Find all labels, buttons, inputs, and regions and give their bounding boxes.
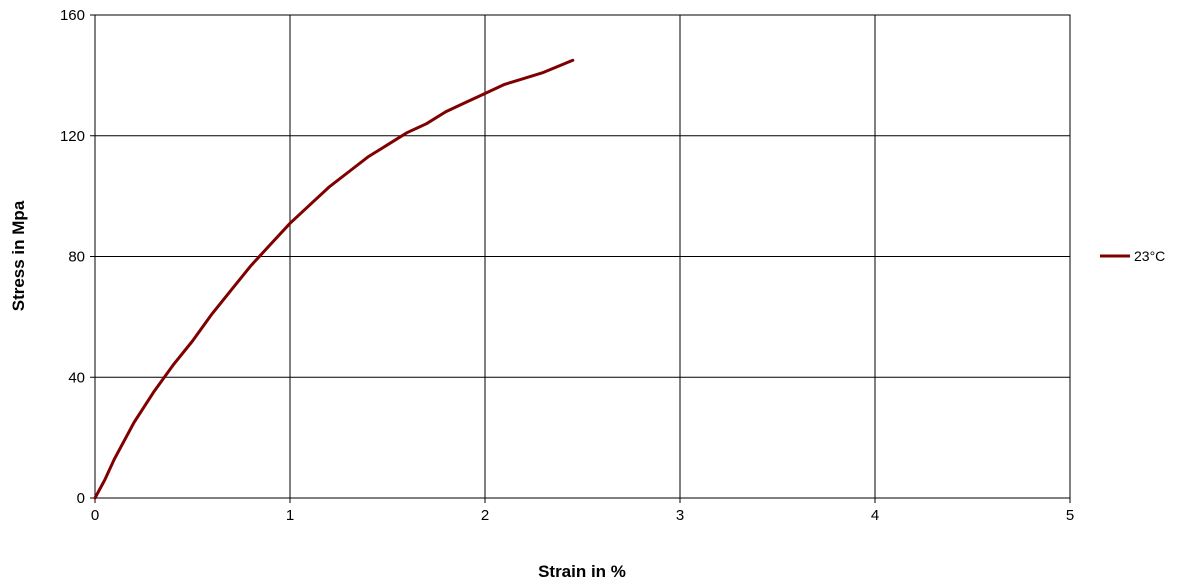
x-tick-label: 2 [481, 507, 489, 524]
y-tick-label: 80 [68, 249, 85, 266]
legend-label-23c: 23°C [1134, 248, 1165, 264]
x-axis-title: Strain in % [538, 562, 626, 581]
x-tick-label: 5 [1066, 507, 1074, 524]
axis-ticks: 0 1 2 3 4 5 0 40 80 120 160 [60, 7, 1074, 524]
y-tick-label: 0 [77, 490, 85, 507]
legend: 23°C [1100, 248, 1165, 264]
series-layer [93, 58, 575, 500]
y-tick-label: 160 [60, 7, 85, 24]
x-tick-label: 3 [676, 507, 684, 524]
x-tick-label: 0 [91, 507, 99, 524]
x-tick-label: 4 [871, 507, 879, 524]
x-tick-label: 1 [286, 507, 294, 524]
y-tick-label: 120 [60, 128, 85, 145]
y-axis-title: Stress in Mpa [9, 200, 28, 311]
gridlines [95, 15, 1070, 498]
y-tick-label: 40 [68, 369, 85, 386]
series-line-23c [93, 58, 575, 500]
